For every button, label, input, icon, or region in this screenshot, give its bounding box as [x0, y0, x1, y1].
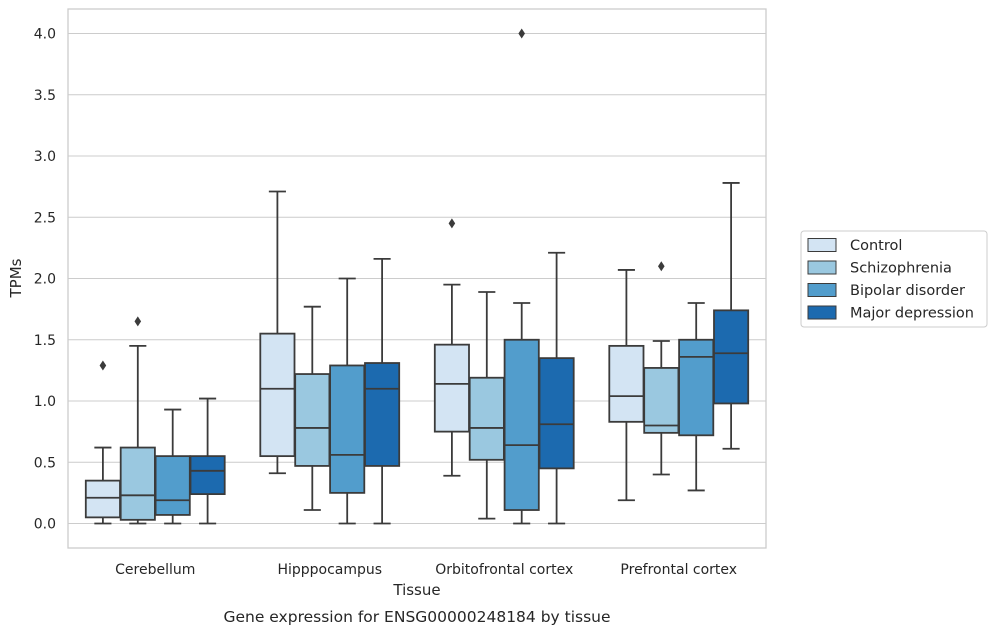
legend-label: Control	[850, 238, 902, 254]
box-group	[84, 316, 226, 525]
legend: Control Schizophrenia Bipolar disorder Majo…	[800, 230, 988, 328]
legend-label: Major depression	[850, 306, 974, 322]
y-tick-label: 0.5	[34, 455, 56, 471]
legend-label: Bipolar disorder	[850, 283, 965, 299]
x-tick-label: Cerebellum	[115, 562, 195, 578]
y-tick-label: 2.0	[34, 272, 56, 288]
box	[503, 338, 540, 511]
box	[189, 455, 226, 495]
box	[364, 362, 401, 467]
box	[608, 344, 645, 423]
y-axis-label: TPMs	[7, 258, 25, 298]
grid-lines	[68, 32, 766, 525]
legend-swatch	[807, 283, 837, 297]
box	[538, 357, 575, 470]
box-group	[433, 28, 575, 525]
legend-swatch	[807, 260, 837, 275]
y-tick-label: 3.5	[34, 88, 56, 104]
figure-caption: Gene expression for ENSG00000248184 by t…	[223, 608, 610, 626]
legend-swatch	[807, 238, 837, 252]
y-tick-label: 1.0	[34, 394, 56, 410]
x-tick-label: Orbitofrontal cortex	[435, 562, 573, 578]
plot-frame	[67, 8, 767, 549]
box-group	[259, 190, 401, 525]
x-axis-label: Tissue	[392, 581, 440, 599]
legend-items: Control Schizophrenia Bipolar disorder Majo…	[807, 238, 974, 322]
legend-label: Schizophrenia	[850, 261, 952, 277]
box	[468, 376, 505, 461]
box	[84, 479, 121, 519]
box	[713, 309, 750, 405]
outlier-marker	[448, 218, 456, 229]
legend-frame	[800, 230, 988, 328]
box	[433, 343, 470, 433]
y-tick-label: 0.0	[34, 517, 56, 533]
box	[294, 373, 331, 467]
box-group	[608, 182, 750, 502]
x-tick-labels: Cerebellum Hipppocampus Orbitofrontal cort…	[115, 562, 737, 578]
y-tick-label: 4.0	[34, 27, 56, 43]
y-tick-label: 3.0	[34, 149, 56, 165]
box	[119, 446, 156, 521]
x-tick-label: Prefrontal cortex	[620, 562, 737, 578]
box	[259, 332, 296, 458]
box	[678, 338, 715, 437]
y-tick-label: 2.5	[34, 210, 56, 226]
box	[329, 364, 366, 494]
legend-swatch	[807, 305, 837, 320]
box-groups	[84, 28, 750, 525]
y-tick-labels: 0.0 0.5 1.0 1.5 2.0 2.5 3.0 3.5 4.0	[34, 27, 56, 533]
outlier-marker	[134, 316, 142, 327]
outlier-marker	[658, 261, 665, 272]
outlier-marker	[518, 28, 525, 39]
box	[643, 367, 680, 434]
x-tick-label: Hipppocampus	[277, 562, 382, 578]
y-tick-label: 1.5	[34, 333, 56, 349]
outlier-marker	[99, 360, 107, 371]
box	[154, 455, 191, 516]
